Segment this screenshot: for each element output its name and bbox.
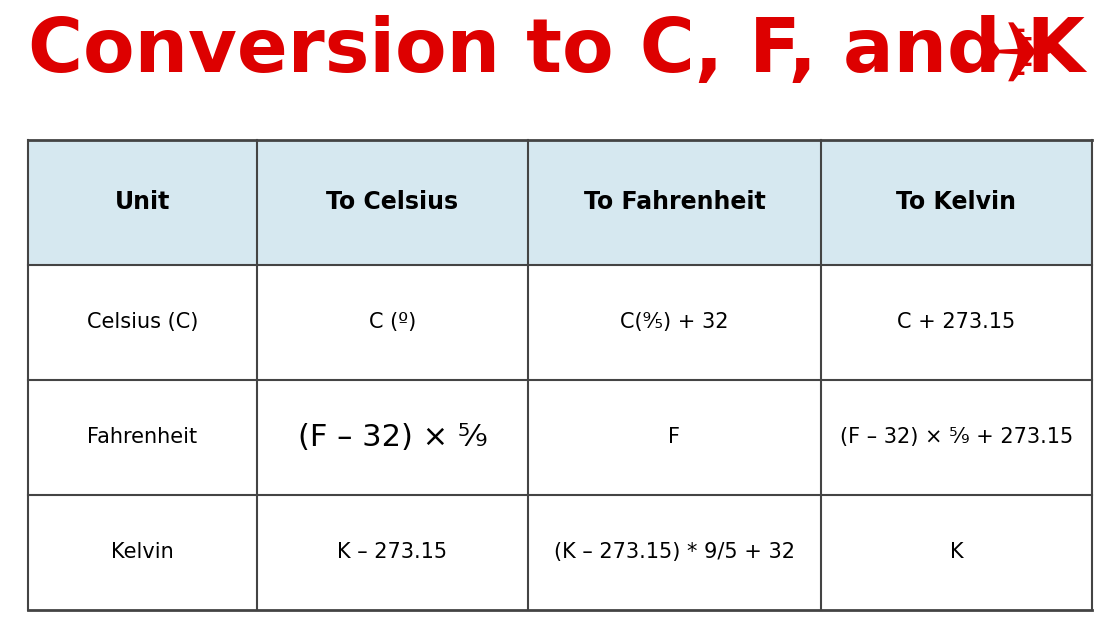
- Text: (F – 32) × ⁵⁄₉ + 273.15: (F – 32) × ⁵⁄₉ + 273.15: [840, 427, 1073, 447]
- Text: C(⁹⁄₅) + 32: C(⁹⁄₅) + 32: [620, 312, 729, 332]
- Text: (F – 32) × ⁵⁄₉: (F – 32) × ⁵⁄₉: [298, 423, 487, 452]
- Text: F: F: [669, 427, 680, 447]
- Text: (K – 273.15) * 9/5 + 32: (K – 273.15) * 9/5 + 32: [554, 542, 795, 563]
- Text: Unit: Unit: [114, 190, 170, 214]
- Text: To Kelvin: To Kelvin: [896, 190, 1016, 214]
- Text: To Celsius: To Celsius: [326, 190, 458, 214]
- Text: K – 273.15: K – 273.15: [337, 542, 448, 563]
- Text: K: K: [950, 542, 963, 563]
- Text: C (º): C (º): [368, 312, 416, 332]
- Text: Conversion to C, F, and K: Conversion to C, F, and K: [28, 15, 1085, 88]
- Text: C + 273.15: C + 273.15: [897, 312, 1016, 332]
- Text: Kelvin: Kelvin: [111, 542, 174, 563]
- Text: To Fahrenheit: To Fahrenheit: [584, 190, 765, 214]
- Text: Celsius (C): Celsius (C): [86, 312, 198, 332]
- Text: Fahrenheit: Fahrenheit: [87, 427, 197, 447]
- Text: ✈: ✈: [984, 18, 1056, 101]
